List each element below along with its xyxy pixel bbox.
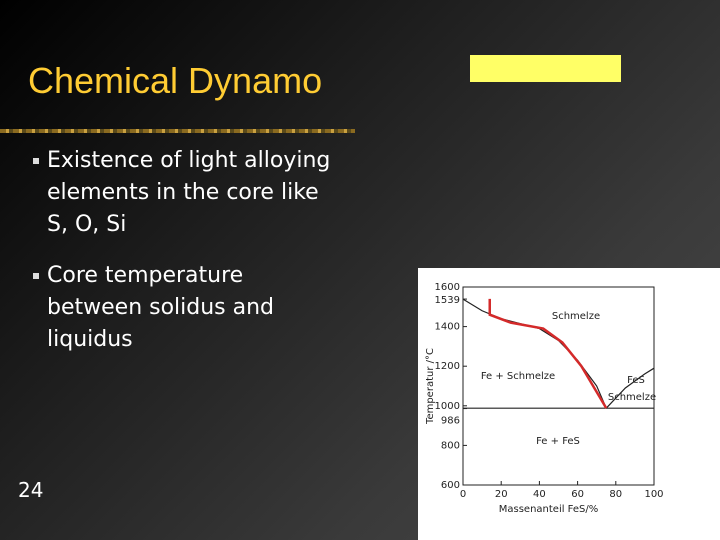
bullet-line: Core temperature bbox=[47, 263, 244, 288]
region-label: Fe + Schmelze bbox=[481, 371, 555, 382]
curve bbox=[605, 367, 655, 409]
y-tick-label: 1200 bbox=[435, 361, 460, 372]
page-number: 24 bbox=[18, 478, 44, 502]
y-tick-label: 600 bbox=[441, 480, 460, 491]
region-label: Schmelze bbox=[552, 311, 600, 322]
x-tick-label: 40 bbox=[533, 489, 546, 500]
bullet: Core temperature between solidus and liqui… bbox=[33, 260, 275, 356]
x-tick-label: 60 bbox=[571, 489, 584, 500]
bullet-line: Existence of light alloying bbox=[47, 148, 331, 173]
x-tick-label: 100 bbox=[644, 489, 663, 500]
y-tick-label: 1600 bbox=[435, 282, 460, 293]
bullet-marker bbox=[33, 273, 39, 279]
bullet-line: elements in the core like bbox=[47, 180, 319, 205]
figure-background bbox=[418, 268, 720, 540]
x-tick-label: 80 bbox=[609, 489, 622, 500]
x-axis-label: Massenanteil FeS/% bbox=[499, 504, 599, 515]
highlight-box bbox=[470, 55, 621, 82]
phase-diagram: 600 800 986 1000 1200 1400 1539 1600 0 20 40 60 80 10… bbox=[418, 268, 720, 540]
region-label: FeS bbox=[627, 375, 645, 386]
x-tick-label: 20 bbox=[495, 489, 508, 500]
y-tick-label: 1000 bbox=[435, 401, 460, 412]
bullet-marker bbox=[33, 158, 39, 164]
bullet: Existence of light alloying elements in t… bbox=[33, 145, 331, 241]
region-label: Fe + FeS bbox=[536, 436, 580, 447]
y-axis-label: Temperatur /°C bbox=[425, 348, 436, 425]
y-tick-label: 800 bbox=[441, 440, 460, 451]
y-tick-label: 1400 bbox=[435, 322, 460, 333]
bullet-line: S, O, Si bbox=[47, 212, 127, 237]
bullet-line: between solidus and bbox=[47, 295, 275, 320]
title-rule bbox=[0, 129, 355, 133]
curve bbox=[488, 298, 608, 409]
region-label: Schmelze bbox=[608, 392, 656, 403]
plot-frame bbox=[462, 286, 655, 486]
y-tick-label: 986 bbox=[441, 416, 460, 427]
curve bbox=[462, 298, 607, 409]
x-tick-label: 0 bbox=[460, 489, 466, 500]
slide-title: Chemical Dynamo bbox=[28, 60, 323, 101]
y-tick-label: 1539 bbox=[435, 295, 460, 306]
bullet-line: liquidus bbox=[47, 327, 133, 352]
